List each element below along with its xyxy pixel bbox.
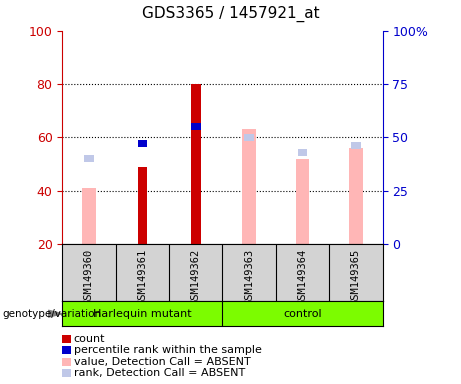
Bar: [351, 142, 361, 149]
Bar: [137, 167, 147, 244]
Text: GSM149363: GSM149363: [244, 248, 254, 305]
Text: value, Detection Call = ABSENT: value, Detection Call = ABSENT: [74, 357, 250, 367]
Bar: [296, 159, 309, 244]
Text: count: count: [74, 334, 105, 344]
Text: GDS3365 / 1457921_at: GDS3365 / 1457921_at: [142, 5, 319, 22]
Bar: [349, 148, 363, 244]
Bar: [191, 123, 201, 130]
Text: GSM149362: GSM149362: [191, 248, 201, 305]
Text: percentile rank within the sample: percentile rank within the sample: [74, 345, 262, 355]
Bar: [191, 123, 201, 130]
Text: Harlequin mutant: Harlequin mutant: [93, 309, 192, 319]
Polygon shape: [48, 310, 62, 317]
Bar: [137, 140, 147, 147]
Text: genotype/variation: genotype/variation: [2, 309, 101, 319]
Text: GSM149365: GSM149365: [351, 248, 361, 305]
Bar: [244, 134, 254, 141]
Text: rank, Detection Call = ABSENT: rank, Detection Call = ABSENT: [74, 368, 245, 378]
Bar: [242, 129, 256, 244]
Bar: [82, 189, 95, 244]
Text: GSM149360: GSM149360: [84, 248, 94, 305]
Text: GSM149364: GSM149364: [297, 248, 307, 305]
Bar: [191, 84, 201, 244]
Bar: [298, 149, 307, 156]
Bar: [84, 155, 94, 162]
Text: GSM149361: GSM149361: [137, 248, 148, 305]
Text: control: control: [283, 309, 322, 319]
